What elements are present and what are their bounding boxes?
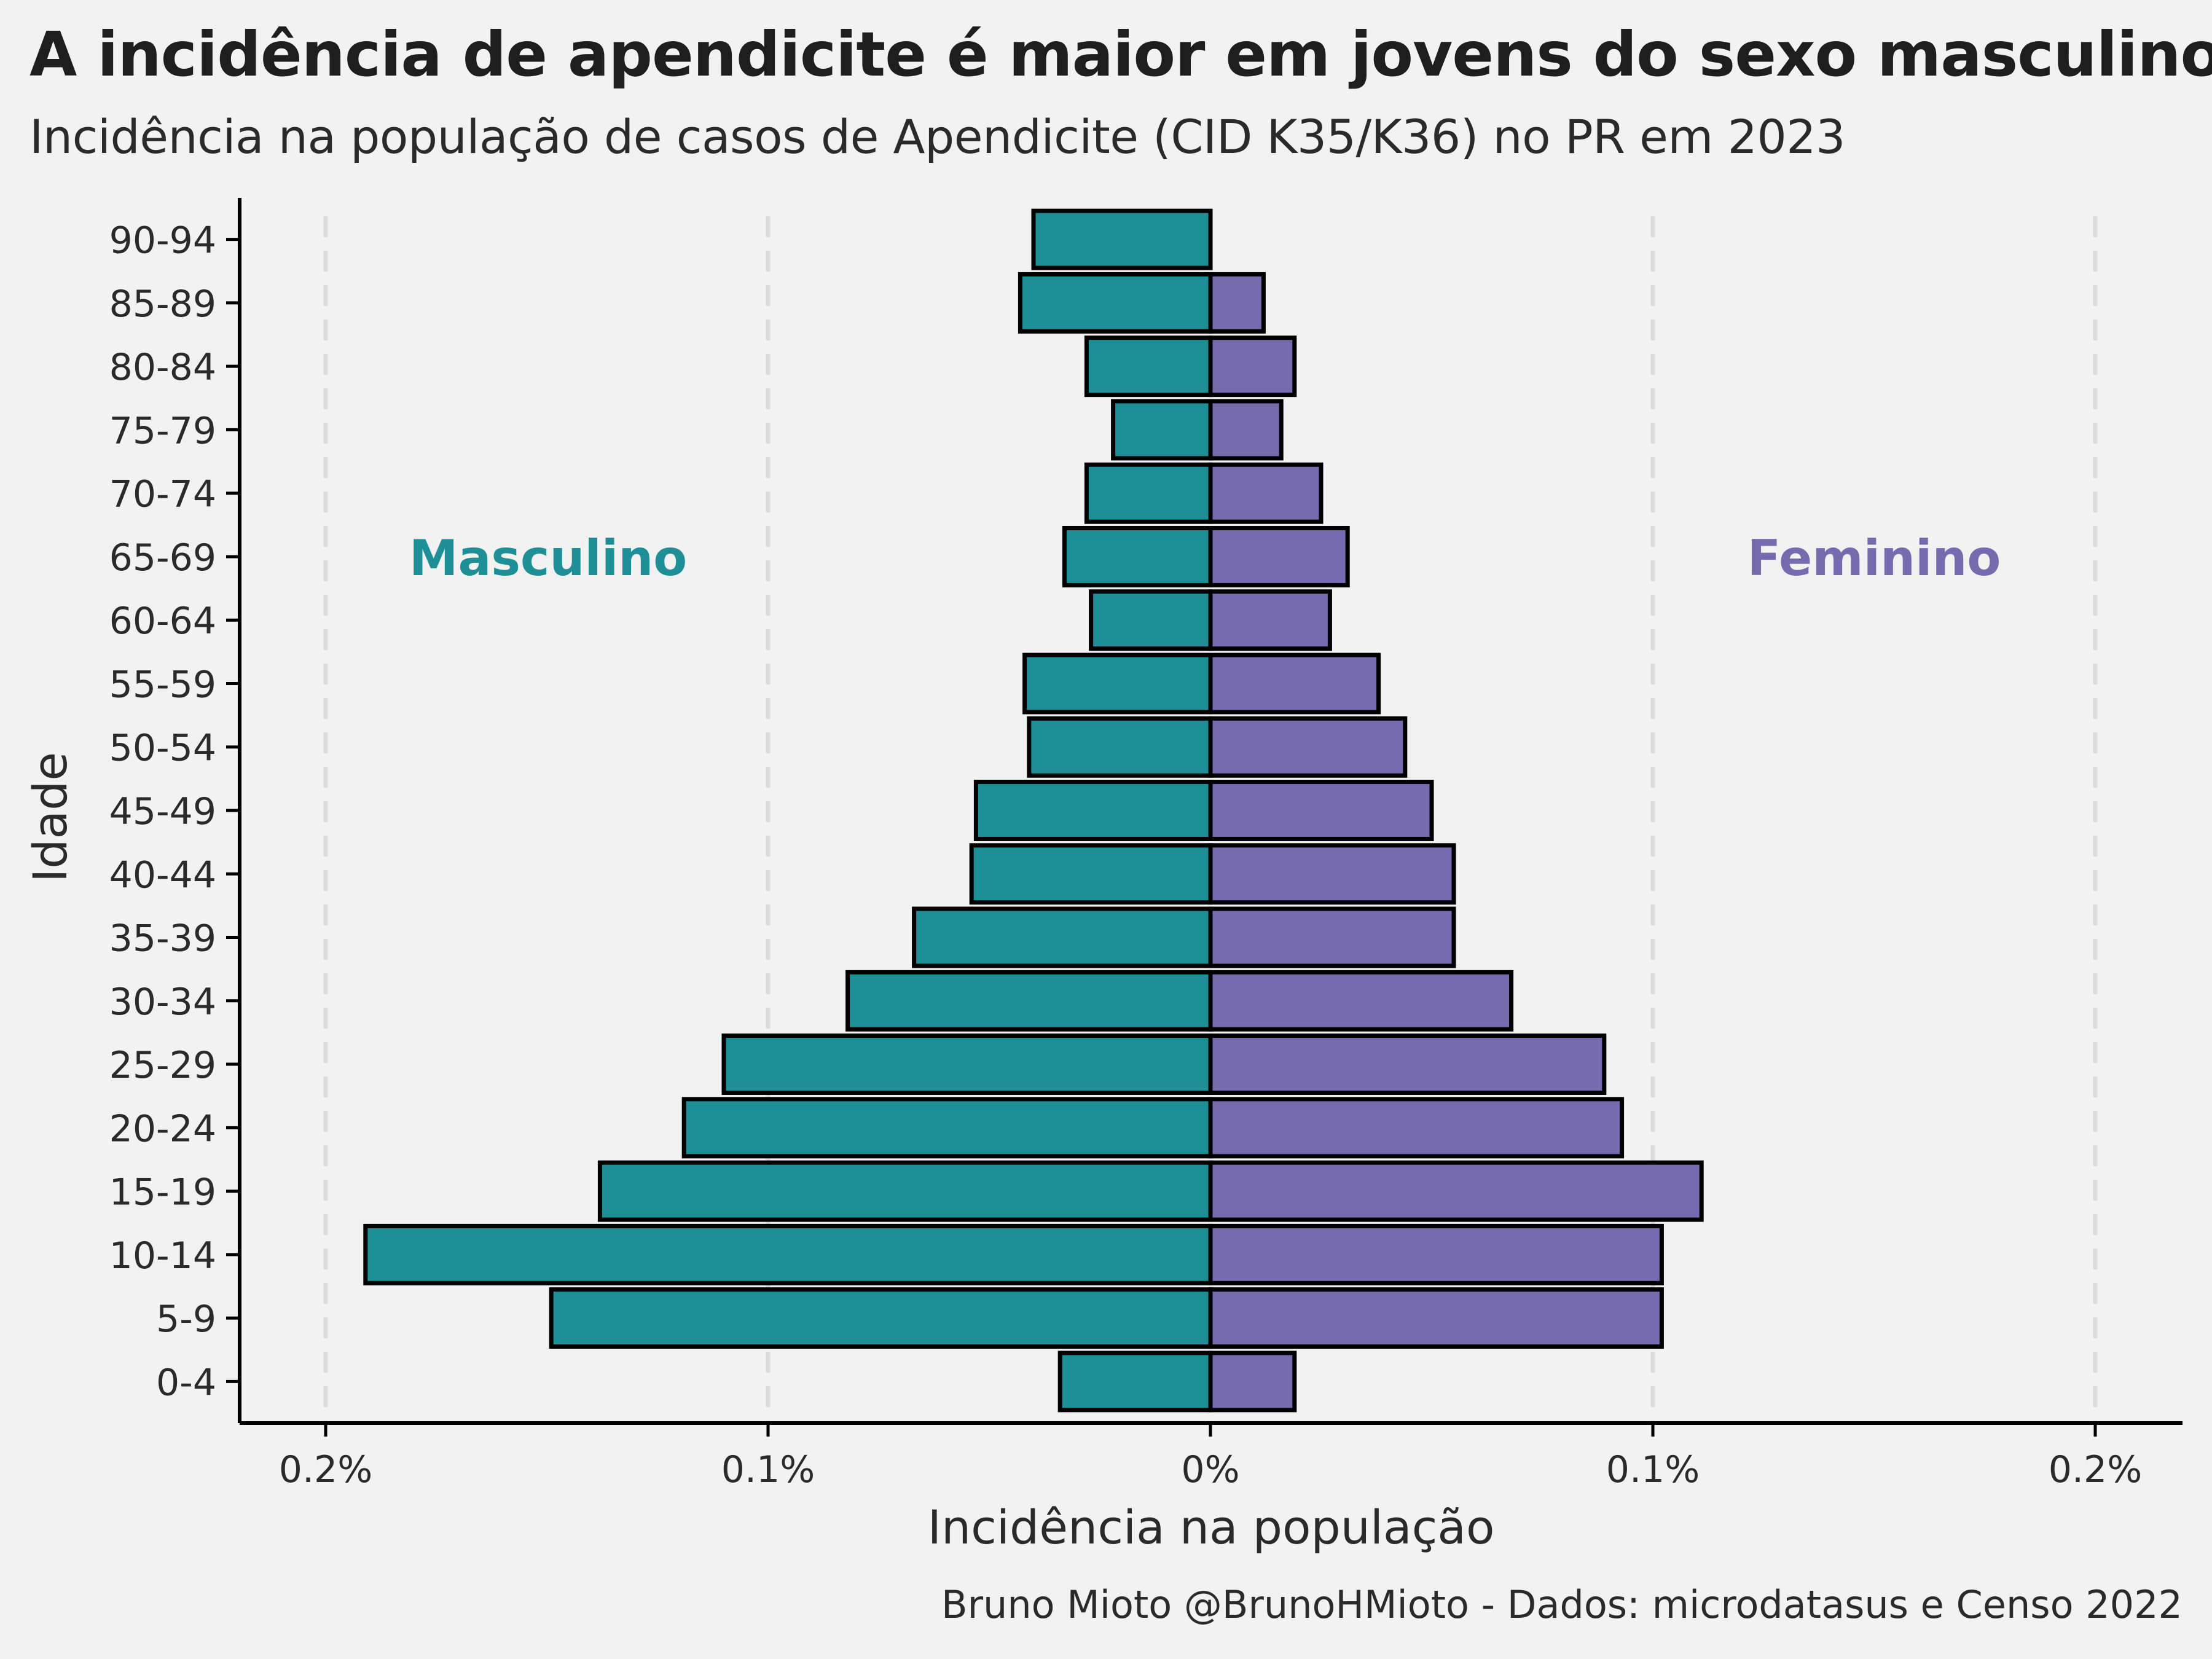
series-label-feminino: Feminino [1747,530,2001,587]
y-tick-label: 60-64 [109,600,216,643]
chart-title: A incidência de apendicite é maior em jo… [29,18,2212,90]
y-tick-label: 80-84 [109,346,216,389]
bar-masculino [597,1160,1213,1222]
bar-masculino [681,1097,1213,1159]
x-tick-label: 0.1% [721,1448,815,1491]
y-tick-label: 35-39 [109,917,216,960]
bar-masculino [1057,1351,1213,1413]
y-tick-label: 20-24 [109,1107,216,1150]
bar-feminino [1208,970,1514,1032]
bar-masculino [1027,716,1213,778]
bar-feminino [1208,589,1332,651]
bar-masculino [1062,525,1213,587]
bar-feminino [1208,1097,1625,1159]
bar-masculino [969,843,1213,905]
bar-masculino [1084,335,1213,398]
chart-subtitle: Incidência na população de casos de Apen… [29,109,1845,164]
x-tick-label: 0% [1181,1448,1239,1491]
bar-masculino [1031,208,1213,270]
x-tick-label: 0.2% [279,1448,372,1491]
bar-masculino [549,1287,1213,1349]
y-tick-label: 90-94 [109,219,216,262]
bar-feminino [1208,1287,1664,1349]
bar-feminino [1208,906,1456,968]
bar-feminino [1208,335,1297,398]
y-tick-label: 5-9 [156,1298,216,1341]
x-axis-title: Incidência na população [928,1500,1495,1555]
bar-feminino [1208,1160,1704,1222]
y-tick-label: 10-14 [109,1234,216,1277]
bar-feminino [1208,399,1284,461]
y-tick-label: 0-4 [156,1361,216,1404]
y-tick-label: 70-74 [109,473,216,516]
y-tick-label: 85-89 [109,283,216,326]
y-tick-label: 40-44 [109,853,216,896]
bar-feminino [1208,843,1456,905]
bar-masculino [1089,589,1213,651]
bar-feminino [1208,653,1381,715]
chart-caption: Bruno Mioto @BrunoHMioto - Dados: microd… [941,1582,2183,1627]
bar-masculino [973,780,1213,841]
bar-feminino [1208,1351,1297,1413]
bar-feminino [1208,272,1266,334]
bar-feminino [1208,780,1434,841]
series-label-masculino: Masculino [409,530,687,587]
x-tick-label: 0.1% [1606,1448,1700,1491]
y-tick-label: 50-54 [109,727,216,770]
x-tick-label: 0.2% [2049,1448,2142,1491]
y-tick-label: 55-59 [109,663,216,706]
y-tick-label: 45-49 [109,790,216,833]
bar-feminino [1208,716,1408,778]
bar-masculino [1111,399,1213,461]
y-tick-label: 30-34 [109,981,216,1024]
bar-masculino [1084,462,1213,524]
bar-masculino [363,1223,1213,1285]
bar-feminino [1208,462,1324,524]
y-axis-title: Idade [23,752,77,882]
bar-masculino [912,906,1213,968]
bar-feminino [1208,525,1350,587]
bar-masculino [845,970,1213,1032]
y-tick-label: 65-69 [109,536,216,579]
y-tick-label: 25-29 [109,1044,216,1087]
y-tick-label: 75-79 [109,409,216,452]
bar-feminino [1208,1223,1664,1285]
bar-masculino [1022,653,1213,715]
y-tick-label: 15-19 [109,1171,216,1214]
bar-feminino [1208,1033,1607,1096]
bar-masculino [1018,272,1213,334]
bar-masculino [721,1033,1213,1096]
